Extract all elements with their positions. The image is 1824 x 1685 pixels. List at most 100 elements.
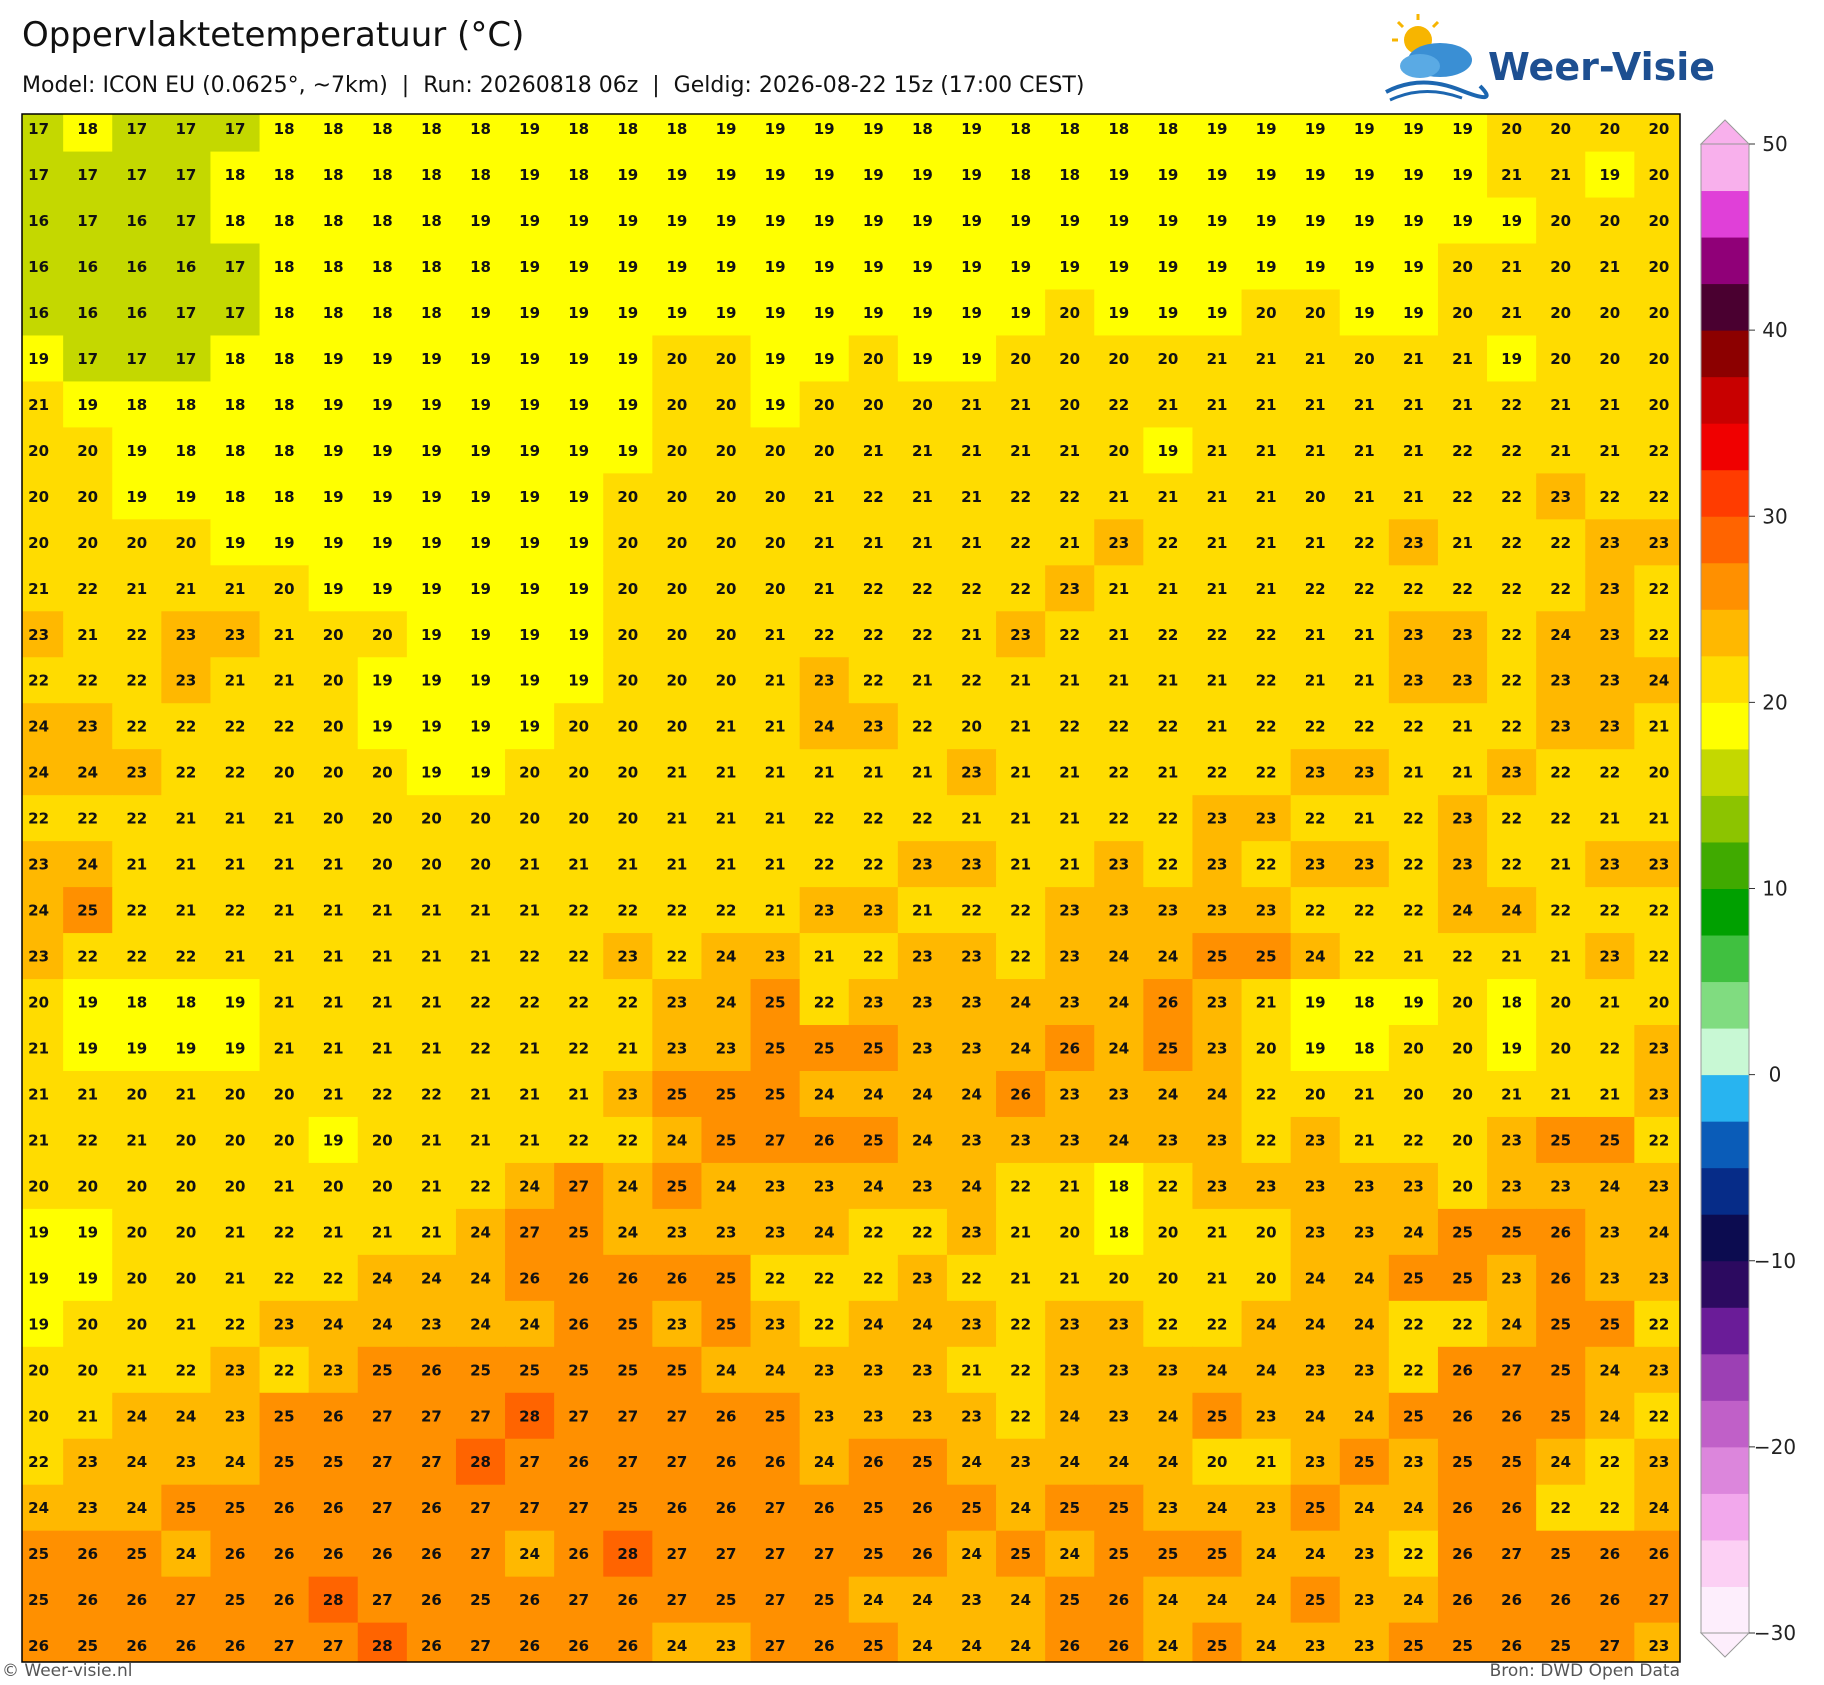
temperature-cell — [63, 519, 113, 566]
temperature-label: 21 — [1354, 1085, 1375, 1103]
temperature-label: 19 — [372, 488, 393, 506]
temperature-cell — [357, 841, 408, 888]
temperature-cell — [799, 749, 850, 796]
temperature-label: 22 — [912, 580, 933, 598]
temperature-cell — [946, 1208, 997, 1256]
temperature-label: 21 — [1207, 580, 1228, 598]
temperature-label: 24 — [77, 764, 98, 782]
temperature-cell — [1634, 979, 1680, 1026]
temperature-cell — [1045, 1300, 1095, 1348]
temperature-label: 23 — [1108, 1407, 1129, 1425]
temperature-label: 27 — [470, 1407, 491, 1425]
temperature-label: 21 — [1108, 488, 1129, 506]
temperature-cell — [22, 1300, 64, 1348]
temperature-label: 24 — [1550, 1453, 1571, 1471]
temperature-cell — [505, 335, 555, 383]
temperature-cell — [701, 887, 752, 934]
temperature-cell — [1585, 1438, 1635, 1486]
temperature-cell — [799, 1346, 850, 1394]
temperature-label: 22 — [1452, 488, 1473, 506]
temperature-label: 25 — [617, 1315, 638, 1333]
temperature-label: 22 — [1010, 1177, 1031, 1195]
temperature-cell — [455, 1576, 506, 1624]
temperature-cell — [652, 1070, 703, 1118]
temperature-cell — [1585, 197, 1635, 245]
temperature-label: 21 — [863, 764, 884, 782]
temperature-label: 20 — [175, 1131, 196, 1149]
temperature-label: 23 — [1501, 1269, 1522, 1287]
temperature-cell — [505, 1530, 555, 1578]
temperature-label: 19 — [519, 626, 540, 644]
temperature-label: 21 — [470, 1131, 491, 1149]
temperature-cell — [1487, 1025, 1537, 1072]
temperature-label: 19 — [519, 534, 540, 552]
temperature-label: 27 — [175, 1591, 196, 1609]
temperature-cell — [161, 1346, 212, 1394]
temperature-label: 22 — [1207, 1315, 1228, 1333]
colorbar-band — [1701, 888, 1749, 936]
temperature-label: 23 — [77, 1499, 98, 1517]
temperature-label: 25 — [1452, 1269, 1473, 1287]
temperature-cell — [1339, 887, 1390, 934]
temperature-label: 21 — [1256, 580, 1277, 598]
temperature-cell — [1487, 1116, 1537, 1164]
temperature-cell — [1045, 1438, 1095, 1486]
temperature-cell — [259, 933, 310, 980]
temperature-label: 21 — [1059, 810, 1080, 828]
temperature-label: 19 — [421, 396, 442, 414]
temperature-cell — [406, 611, 457, 658]
temperature-label: 23 — [814, 672, 835, 690]
temperature-cell — [455, 1392, 506, 1440]
temperature-cell — [1536, 1070, 1586, 1118]
temperature-cell — [750, 703, 801, 750]
temperature-cell — [946, 151, 997, 199]
temperature-label: 23 — [175, 1453, 196, 1471]
temperature-label: 23 — [1108, 1361, 1129, 1379]
temperature-cell — [259, 151, 310, 199]
temperature-cell — [161, 1116, 212, 1164]
temperature-label: 19 — [519, 442, 540, 460]
temperature-label: 20 — [28, 534, 49, 552]
temperature-cell — [750, 473, 801, 520]
temperature-label: 18 — [323, 258, 344, 276]
temperature-label: 24 — [1599, 1361, 1620, 1379]
temperature-label: 21 — [617, 856, 638, 874]
temperature-cell — [946, 289, 997, 337]
temperature-cell — [1241, 151, 1292, 199]
temperature-cell — [1094, 197, 1144, 245]
temperature-cell — [799, 289, 850, 337]
temperature-cell — [946, 473, 997, 520]
temperature-cell — [259, 289, 310, 337]
temperature-label: 20 — [961, 718, 982, 736]
temperature-label: 22 — [1501, 488, 1522, 506]
temperature-label: 22 — [1108, 718, 1129, 736]
temperature-cell — [848, 243, 899, 291]
temperature-cell — [1143, 1300, 1194, 1348]
temperature-cell — [652, 611, 703, 658]
temperature-label: 16 — [175, 258, 196, 276]
temperature-label: 20 — [28, 442, 49, 460]
temperature-label: 24 — [1059, 1545, 1080, 1563]
temperature-cell — [554, 1576, 604, 1624]
temperature-cell — [1339, 473, 1390, 520]
temperature-cell — [63, 887, 113, 934]
temperature-cell — [996, 1116, 1046, 1164]
temperature-cell — [63, 1070, 113, 1118]
temperature-label: 22 — [519, 994, 540, 1012]
temperature-label: 27 — [568, 1591, 589, 1609]
temperature-label: 26 — [617, 1269, 638, 1287]
temperature-cell — [1192, 1576, 1243, 1624]
temperature-cell — [1339, 1254, 1390, 1302]
temperature-cell — [701, 1622, 752, 1662]
temperature-cell — [357, 1438, 408, 1486]
temperature-cell — [505, 1484, 555, 1532]
temperature-cell — [63, 795, 113, 842]
temperature-cell — [996, 114, 1046, 153]
temperature-cell — [505, 151, 555, 199]
temperature-label: 19 — [225, 994, 246, 1012]
temperature-label: 23 — [912, 1407, 933, 1425]
temperature-cell — [750, 1530, 801, 1578]
temperature-label: 24 — [28, 764, 49, 782]
temperature-cell — [554, 1208, 604, 1256]
temperature-label: 26 — [1452, 1591, 1473, 1609]
